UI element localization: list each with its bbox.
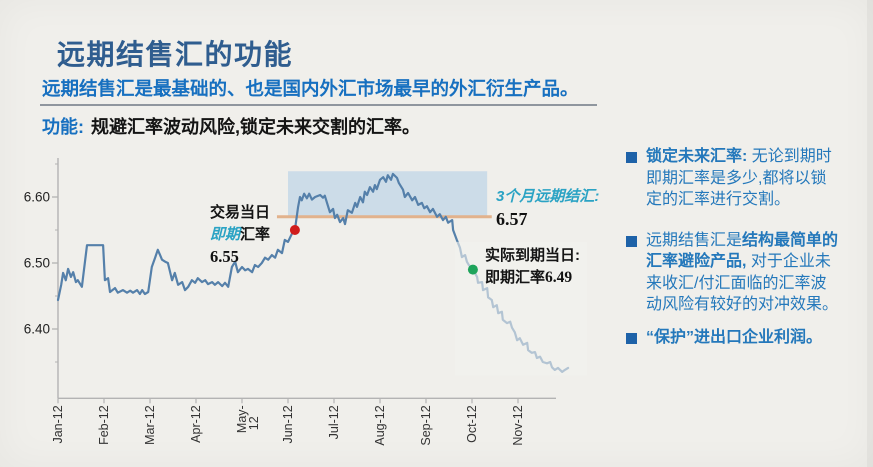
bullet-square-icon xyxy=(626,332,637,344)
maturity-rate-label: 即期汇率 xyxy=(485,269,546,286)
function-label: 功能: xyxy=(42,117,84,137)
x-tick-label: Jan-12 xyxy=(51,405,65,443)
bullet-square-icon xyxy=(626,235,637,247)
bullet-text-2: 远期结售汇是结构最简单的 汇率避险产品, 对于企业未 来收汇/付汇面临的汇率波 … xyxy=(646,231,839,314)
maturity-line1: 实际到期当日: xyxy=(485,247,580,264)
bullet-square-icon xyxy=(626,152,637,163)
x-tick-label: Nov-12 xyxy=(511,405,525,445)
exchange-rate-chart: 6.40 6.50 6.60 Jan-12 Feb-12 Mar-12 Apr-12 May-… xyxy=(15,150,600,467)
list-item-protect-profit: “保护”进出口企业利润。 xyxy=(626,327,868,349)
maturity-line2: 即期汇率6.49 xyxy=(485,267,580,289)
trade-day-annotation: 交易当日 即期汇率 6.55 xyxy=(210,202,270,268)
spot-word-highlight: 即期 xyxy=(210,226,241,243)
bullet-text-3: “保护”进出口企业利润。 xyxy=(646,328,823,346)
page-title: 远期结售汇的功能 xyxy=(57,38,294,70)
x-tick-label: 12 xyxy=(247,416,261,430)
function-text: 规避汇率波动风险,锁定未来交割的汇率。 xyxy=(91,117,420,137)
x-tick-label: Jul-12 xyxy=(327,405,341,439)
x-tick-label: May- xyxy=(235,405,249,433)
x-tick-label: Feb-12 xyxy=(97,405,111,445)
divider-line xyxy=(40,104,597,106)
chart-canvas: 6.40 6.50 6.60 Jan-12 Feb-12 Mar-12 Apr-12 May-… xyxy=(24,158,587,446)
maturity-value: 6.49 xyxy=(545,269,573,286)
trade-day-line2: 即期汇率 xyxy=(210,224,270,246)
x-tick-label: Aug-12 xyxy=(373,405,387,445)
forward-rate-label: 3个月远期结汇: xyxy=(496,188,600,205)
x-tick-label: Sep-12 xyxy=(419,405,433,445)
trade-day-line1: 交易当日 xyxy=(210,204,271,221)
trade-day-value: 6.55 xyxy=(210,247,239,266)
bullet-text-1: 锁定未来汇率: 无论到期时 即期汇率是多少,都将以锁 定的汇率进行交割。 xyxy=(646,148,832,208)
x-tick-label: Oct-12 xyxy=(465,405,479,443)
rate-word: 汇率 xyxy=(240,226,271,243)
maturity-day-marker xyxy=(467,264,478,275)
list-item-hedge-product: 远期结售汇是结构最简单的 汇率避险产品, 对于企业未 来收汇/付汇面临的汇率波 … xyxy=(626,230,868,316)
list-item-lock-rate: 锁定未来汇率: 无论到期时 即期汇率是多少,都将以锁 定的汇率进行交割。 xyxy=(626,146,868,211)
fade-overlay xyxy=(454,241,587,376)
forward-rate-value: 6.57 xyxy=(496,209,528,229)
bullet-list: 锁定未来汇率: 无论到期时 即期汇率是多少,都将以锁 定的汇率进行交割。 远期结… xyxy=(626,146,868,348)
forward-rate-annotation: 3个月远期结汇: 6.57 xyxy=(496,186,599,230)
y-tick-label: 6.50 xyxy=(24,256,50,271)
trade-day-marker xyxy=(289,225,300,235)
function-statement: 功能: 规避汇率波动风险,锁定未来交割的汇率。 xyxy=(42,113,420,139)
x-tick-label: Apr-12 xyxy=(189,405,203,443)
maturity-annotation: 实际到期当日: 即期汇率6.49 xyxy=(485,245,580,289)
y-tick-label: 6.40 xyxy=(24,322,50,337)
y-tick-label: 6.60 xyxy=(24,190,50,205)
subtitle: 远期结售汇是最基础的、也是国内外汇市场最早的外汇衍生产品。 xyxy=(42,78,579,99)
x-tick-label: Mar-12 xyxy=(143,405,157,445)
x-tick-label: Jun-12 xyxy=(281,405,295,443)
